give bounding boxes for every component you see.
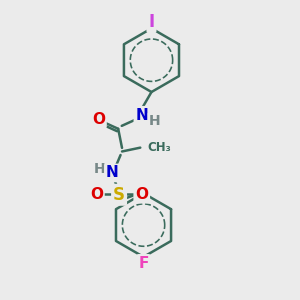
Text: F: F xyxy=(138,256,149,271)
Text: H: H xyxy=(148,114,160,128)
Text: N: N xyxy=(106,166,119,181)
Text: O: O xyxy=(135,187,148,202)
Text: O: O xyxy=(92,112,105,127)
Text: O: O xyxy=(90,187,103,202)
Text: S: S xyxy=(113,186,125,204)
Text: I: I xyxy=(148,13,154,31)
Text: H: H xyxy=(94,162,106,176)
Text: CH₃: CH₃ xyxy=(147,141,171,154)
Text: N: N xyxy=(135,108,148,123)
